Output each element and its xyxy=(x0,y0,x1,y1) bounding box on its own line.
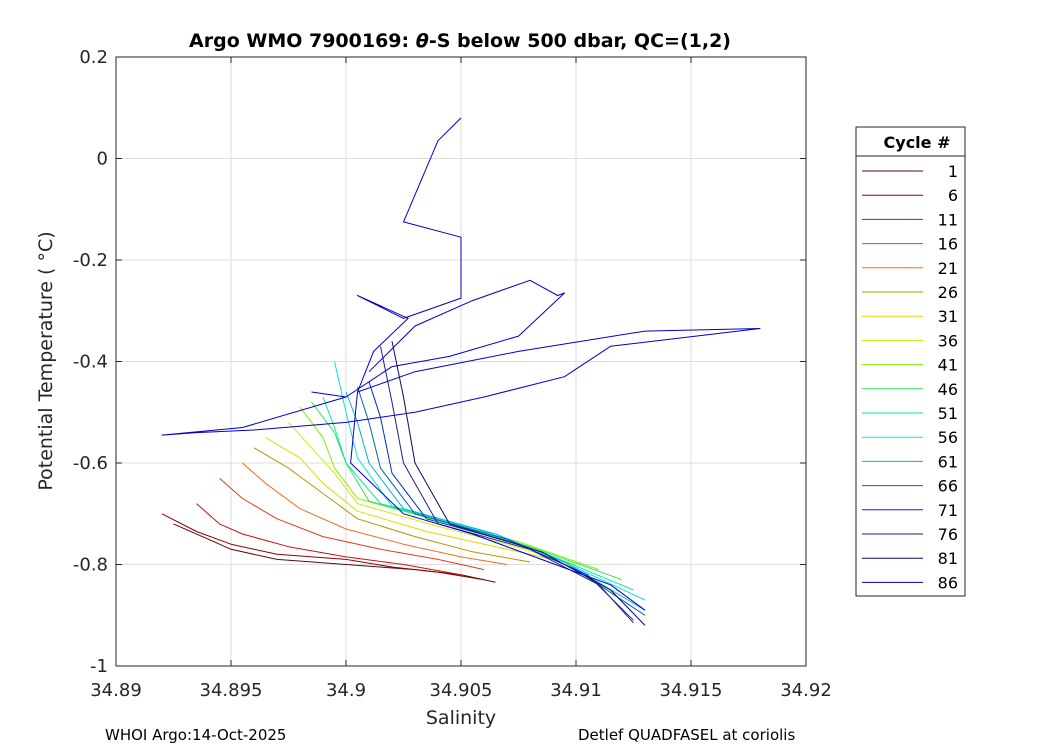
y-tick-label: 0.2 xyxy=(79,47,108,68)
x-tick-label: 34.915 xyxy=(660,680,723,701)
y-tick-label: -1 xyxy=(90,656,108,677)
legend-label: 21 xyxy=(938,259,958,278)
y-tick-label: -0.4 xyxy=(73,352,108,373)
legend-label: 1 xyxy=(948,162,958,181)
y-tick-label: -0.6 xyxy=(73,453,108,474)
legend: Cycle # 16111621263136414651566166717681… xyxy=(856,127,965,596)
legend-label: 56 xyxy=(938,428,958,447)
x-tick-label: 34.92 xyxy=(780,680,832,701)
y-tick-label: -0.8 xyxy=(73,555,108,576)
chart-title: Argo WMO 7900169: θ-S below 500 dbar, QC… xyxy=(189,30,731,52)
footer-left: WHOI Argo:14-Oct-2025 xyxy=(105,726,286,744)
chart-stage: 34.89 34.895 34.9 34.905 34.91 34.915 34.92 -1 -… xyxy=(0,0,1050,750)
y-tick-label: -0.2 xyxy=(73,250,108,271)
x-axis-label: Salinity xyxy=(426,707,496,729)
x-tick-label: 34.895 xyxy=(200,680,263,701)
legend-label: 36 xyxy=(938,331,958,350)
legend-label: 76 xyxy=(938,525,958,544)
legend-label: 81 xyxy=(938,549,958,568)
legend-title: Cycle # xyxy=(884,133,951,152)
legend-label: 51 xyxy=(938,404,958,423)
chart: 34.89 34.895 34.9 34.905 34.91 34.915 34.92 -1 -… xyxy=(0,0,1050,750)
title-prefix: Argo WMO 7900169: xyxy=(189,30,416,52)
legend-label: 61 xyxy=(938,452,958,471)
footer-right: Detlef QUADFASEL at coriolis xyxy=(578,726,795,744)
legend-label: 86 xyxy=(938,573,958,592)
legend-label: 6 xyxy=(948,186,958,205)
y-axis-label: Potential Temperature ( °C) xyxy=(35,231,57,490)
title-suffix: -S below 500 dbar, QC=(1,2) xyxy=(429,30,731,52)
x-tick-label: 34.89 xyxy=(90,680,142,701)
x-tick-label: 34.91 xyxy=(550,680,602,701)
legend-label: 16 xyxy=(938,235,958,254)
legend-label: 46 xyxy=(938,380,958,399)
y-tick-label: 0 xyxy=(97,149,108,170)
legend-label: 26 xyxy=(938,283,958,302)
legend-label: 31 xyxy=(938,307,958,326)
x-tick-label: 34.905 xyxy=(430,680,493,701)
legend-label: 11 xyxy=(938,210,958,229)
legend-label: 66 xyxy=(938,477,958,496)
legend-label: 41 xyxy=(938,356,958,375)
title-theta: θ xyxy=(416,30,429,52)
x-tick-label: 34.9 xyxy=(326,680,366,701)
legend-label: 71 xyxy=(938,501,958,520)
